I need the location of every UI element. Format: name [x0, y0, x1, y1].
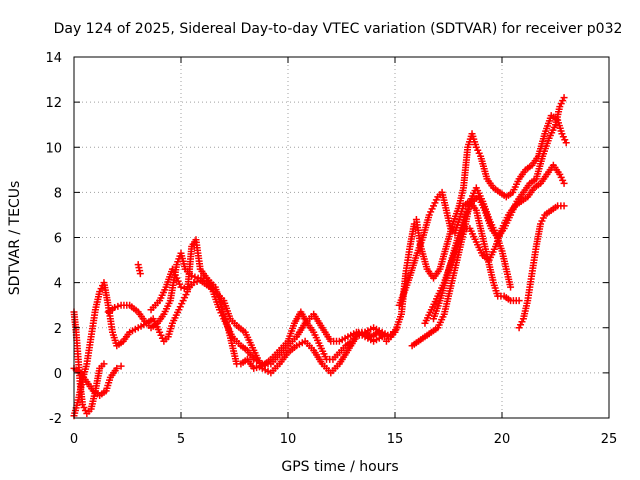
- x-tick-label: 15: [387, 432, 404, 447]
- data-point: [560, 179, 568, 187]
- data-point: [507, 283, 515, 291]
- data-point: [190, 279, 198, 287]
- data-point: [188, 272, 196, 280]
- data-point: [117, 362, 125, 370]
- data-points: [70, 94, 570, 420]
- x-tick-label: 5: [177, 432, 185, 447]
- series-trace-8: [395, 188, 523, 309]
- x-tick-label: 20: [494, 432, 511, 447]
- data-point: [177, 283, 185, 291]
- series-trace-10: [421, 161, 568, 327]
- series-trace-5: [134, 261, 144, 278]
- y-tick-label: 6: [54, 232, 62, 247]
- data-point: [100, 360, 108, 368]
- series-trace-12: [515, 202, 568, 332]
- series-trace-7: [382, 112, 570, 345]
- y-tick-label: 14: [45, 51, 62, 66]
- axis-ticks: [73, 56, 610, 419]
- series-trace-6: [147, 265, 401, 377]
- y-tick-label: 10: [45, 141, 62, 156]
- y-tick-label: 2: [54, 322, 62, 337]
- series-trace-1: [70, 308, 108, 417]
- x-tick-labels: 0 5 10 15 20 25: [70, 432, 617, 447]
- x-tick-label: 25: [601, 432, 618, 447]
- grid-lines: [74, 57, 609, 418]
- chart-title: Day 124 of 2025, Sidereal Day-to-day VTE…: [54, 21, 623, 37]
- y-tick-label: 0: [54, 367, 62, 382]
- data-point: [114, 302, 122, 310]
- y-tick-label: 12: [45, 96, 62, 111]
- data-point: [515, 297, 523, 305]
- y-tick-label: -2: [49, 412, 62, 427]
- data-point: [111, 303, 119, 311]
- series-trace-11: [430, 94, 568, 323]
- y-tick-label: 8: [54, 186, 62, 201]
- y-tick-labels: -2 0 2 4 6 8 10 12 14: [45, 51, 62, 427]
- data-point: [180, 284, 188, 292]
- data-point: [562, 139, 570, 147]
- data-point: [560, 94, 568, 102]
- data-point: [113, 364, 121, 372]
- y-axis-label: SDTVAR / TECUs: [7, 181, 23, 296]
- x-tick-label: 10: [280, 432, 297, 447]
- data-point: [560, 202, 568, 210]
- x-tick-label: 0: [70, 432, 78, 447]
- data-point: [191, 273, 199, 281]
- data-point: [136, 270, 144, 278]
- x-axis-label: GPS time / hours: [281, 459, 398, 475]
- y-tick-label: 4: [54, 277, 62, 292]
- series-trace-2: [70, 236, 395, 420]
